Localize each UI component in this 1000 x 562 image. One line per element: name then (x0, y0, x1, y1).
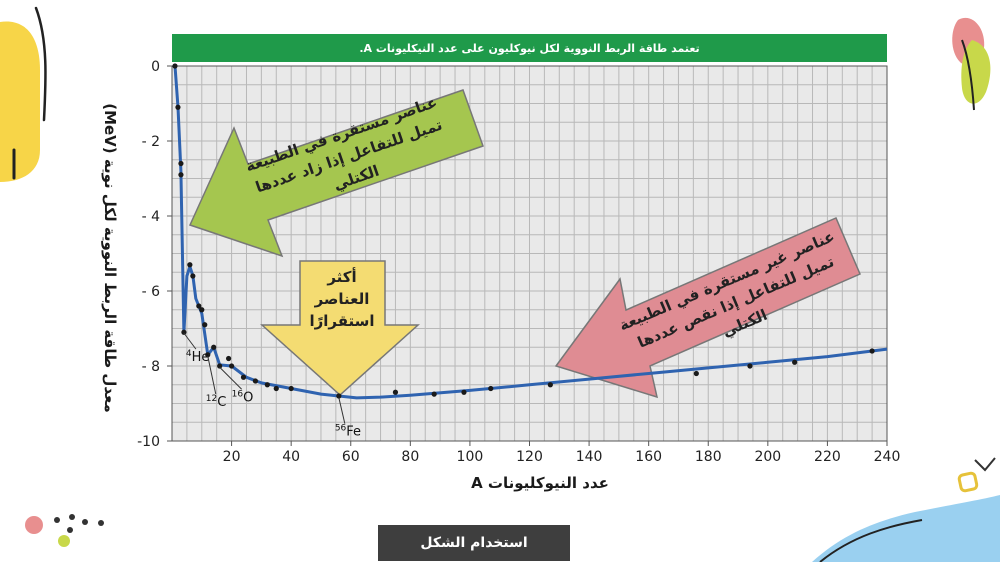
data-point (178, 172, 184, 178)
decor-bottom-right (812, 457, 1000, 562)
data-point (199, 307, 205, 313)
data-point (747, 363, 753, 369)
annotation-label: 4He (186, 349, 210, 365)
x-tick-label: 200 (754, 449, 781, 465)
pink-arrow (554, 217, 861, 399)
annotation-mass-number: 16 (232, 389, 244, 399)
data-point (336, 393, 342, 399)
data-point (240, 374, 247, 380)
y-tick-label: - 4 (142, 209, 161, 225)
x-tick-label: 160 (635, 449, 662, 465)
y-tick-label: -10 (137, 434, 160, 450)
x-tick-label: 40 (282, 449, 300, 465)
data-point (264, 382, 270, 388)
x-tick-label: 80 (401, 449, 419, 465)
x-tick-label: 220 (814, 449, 841, 465)
data-point (252, 378, 259, 384)
x-axis-label: عدد النيوكليونات A (471, 474, 609, 492)
y-tick-label: - 6 (142, 284, 161, 300)
data-point (181, 329, 187, 335)
annotation-label: 12C (206, 394, 227, 410)
annotation-mass-number: 12 (206, 394, 217, 404)
x-axis: 20 40 60 80 100 120 140 160 180 200 220 240 (223, 441, 901, 465)
yellow-arrow-text: أكثر العناصر استقرارًا (309, 268, 375, 330)
data-point (187, 262, 193, 268)
x-tick-label: 120 (516, 449, 543, 465)
data-point (228, 363, 235, 369)
annotation-symbol: He (192, 350, 210, 365)
annotation-leader (338, 397, 346, 424)
y-axis: 0 - 2 - 4 - 6 - 8 -10 (137, 59, 172, 450)
y-axis-label: معدل طاقة الربط النووية لكل نوية (MeV) (101, 103, 119, 413)
x-tick-label: 240 (874, 449, 901, 465)
annotation-symbol: O (243, 390, 253, 405)
decor-top-right (952, 17, 991, 111)
data-points (172, 63, 875, 399)
annotation-leader (219, 366, 243, 390)
data-point (226, 355, 232, 362)
annotation-mass-number: 4 (186, 349, 192, 359)
data-point (547, 382, 553, 388)
x-tick-label: 100 (457, 449, 484, 465)
binding-energy-curve (173, 65, 888, 400)
data-point (431, 391, 437, 397)
annotation-symbol: Fe (346, 425, 361, 440)
data-point (792, 359, 798, 365)
data-point (172, 63, 178, 69)
x-tick-label: 20 (223, 449, 241, 465)
x-tick-label: 140 (576, 449, 603, 465)
nuclide-labels: 4He 12C 16O 56Fe (183, 332, 361, 440)
y-tick-label: - 8 (142, 359, 160, 375)
data-point (461, 389, 467, 395)
caption-bar: استخدام الشكل (378, 525, 570, 561)
data-point (190, 273, 196, 279)
y-tick-label: - 2 (142, 134, 160, 150)
annotation-label: 56Fe (335, 424, 361, 440)
data-point (392, 389, 399, 395)
annotation-mass-number: 56 (335, 424, 347, 434)
yellow-arrow (260, 260, 420, 397)
chart-title: تعتمد طاقة الربط النووية لكل نيوكليون عل… (172, 34, 887, 62)
data-point (175, 104, 181, 110)
data-point (488, 385, 494, 392)
data-point (196, 303, 202, 309)
data-point (693, 370, 699, 377)
decor-bottom-left (25, 514, 104, 547)
annotation-leader (183, 332, 197, 350)
data-point (202, 322, 208, 328)
annotation-symbol: C (217, 395, 226, 410)
green-arrow (188, 89, 484, 258)
x-tick-label: 180 (695, 449, 722, 465)
data-point (211, 344, 217, 350)
decor-top-left (0, 6, 47, 182)
annotation-leader (207, 355, 217, 395)
data-point (869, 348, 875, 354)
annotation-label: 16O (232, 389, 254, 405)
data-point (217, 363, 223, 369)
data-point (178, 160, 184, 167)
data-point (273, 385, 279, 392)
y-tick-label: 0 (151, 59, 160, 75)
data-point (205, 352, 211, 358)
data-point (288, 385, 294, 392)
x-tick-label: 60 (342, 449, 360, 465)
